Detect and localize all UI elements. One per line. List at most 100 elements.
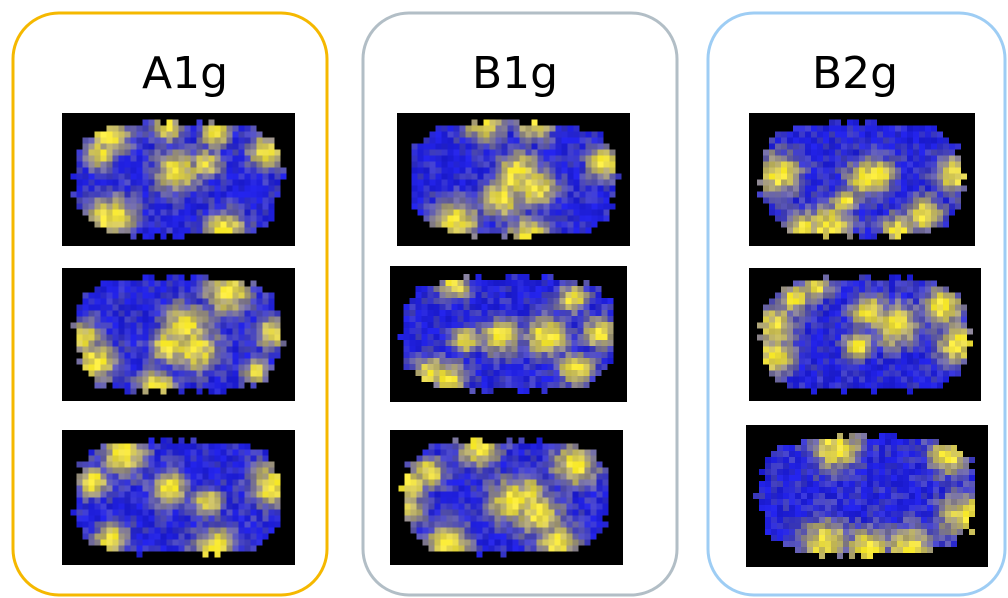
heatmap-cell xyxy=(256,328,263,335)
heatmap-cell xyxy=(578,473,585,480)
panel-title: B2g xyxy=(812,48,898,99)
heatmap-cell xyxy=(148,485,155,492)
heatmap-cell xyxy=(178,455,185,462)
heatmap-cell xyxy=(100,203,107,210)
heatmap-cell xyxy=(883,316,889,323)
heatmap-cell xyxy=(535,346,542,352)
heatmap-cell xyxy=(549,155,556,162)
heatmap-cell xyxy=(118,298,125,305)
heatmap-cell xyxy=(777,487,783,493)
heatmap-cell xyxy=(783,451,789,457)
heatmap-cell xyxy=(435,191,442,198)
heatmap-cell xyxy=(445,334,452,340)
heatmap-cell xyxy=(447,143,454,150)
heatmap-cell xyxy=(196,370,203,377)
heatmap-cell xyxy=(470,449,477,456)
heatmap-cell xyxy=(274,485,281,492)
heatmap-cell xyxy=(429,191,436,198)
heatmap-cell xyxy=(913,364,919,371)
heatmap-cell xyxy=(459,125,466,132)
heatmap-cell xyxy=(883,227,889,234)
heatmap-cell xyxy=(136,316,143,323)
heatmap-cell xyxy=(801,445,807,451)
heatmap-cell xyxy=(861,487,867,493)
heatmap-cell xyxy=(859,203,865,210)
heatmap-cell xyxy=(919,334,925,341)
heatmap-cell xyxy=(525,203,532,210)
heatmap-cell xyxy=(506,509,513,516)
heatmap-cell xyxy=(519,233,526,240)
heatmap-cell xyxy=(855,439,861,445)
heatmap-cell xyxy=(208,173,215,180)
heatmap-cell xyxy=(889,137,895,144)
heatmap-cell xyxy=(823,298,829,305)
heatmap-cell xyxy=(597,167,604,174)
heatmap-cell xyxy=(819,457,825,463)
heatmap-cell xyxy=(901,328,907,335)
heatmap-cell xyxy=(184,358,191,365)
heatmap-cell xyxy=(100,340,107,347)
heatmap-cell xyxy=(214,461,221,468)
heatmap-cell xyxy=(172,370,179,377)
heatmap-cell xyxy=(453,149,460,156)
heatmap-cell xyxy=(943,179,949,186)
heatmap-cell xyxy=(783,487,789,493)
heatmap-cell xyxy=(470,479,477,486)
heatmap-cell xyxy=(471,167,478,174)
heatmap-cell xyxy=(100,473,107,480)
heatmap-cell xyxy=(499,304,506,310)
heatmap-cell xyxy=(555,149,562,156)
heatmap-cell xyxy=(895,197,901,204)
heatmap-cell xyxy=(226,358,233,365)
heatmap-cell xyxy=(124,203,131,210)
heatmap-cell xyxy=(565,346,572,352)
heatmap-cell xyxy=(937,292,943,299)
heatmap-cell xyxy=(232,173,239,180)
heatmap-cell xyxy=(901,352,907,359)
heatmap-cell xyxy=(441,149,448,156)
heatmap-cell xyxy=(172,461,179,468)
heatmap-cell xyxy=(142,388,149,395)
heatmap-cell xyxy=(877,280,883,287)
heatmap-cell xyxy=(949,364,955,371)
heatmap-cell xyxy=(208,388,215,395)
heatmap-cell xyxy=(154,292,161,299)
heatmap-cell xyxy=(196,334,203,341)
heatmap-cell xyxy=(603,179,610,186)
heatmap-cell xyxy=(403,316,410,322)
heatmap-cell xyxy=(238,304,245,311)
heatmap-cell xyxy=(847,382,853,389)
heatmap-cell xyxy=(94,497,101,504)
heatmap-cell xyxy=(268,161,275,168)
heatmap-cell xyxy=(208,209,215,216)
heatmap-cell xyxy=(945,481,951,487)
heatmap-cell xyxy=(244,221,251,228)
heatmap-cell xyxy=(499,364,506,370)
heatmap-cell xyxy=(961,352,967,359)
heatmap-cell xyxy=(142,521,149,528)
heatmap-cell xyxy=(172,334,179,341)
heatmap-cell xyxy=(799,328,805,335)
heatmap-cell xyxy=(931,155,937,162)
heatmap-cell xyxy=(465,167,472,174)
heatmap-cell xyxy=(475,304,482,310)
heatmap-cell xyxy=(489,143,496,150)
heatmap-cell xyxy=(937,316,943,323)
heatmap-cell xyxy=(879,433,885,439)
heatmap-cell xyxy=(190,203,197,210)
heatmap-cell xyxy=(512,455,519,462)
heatmap-cell xyxy=(166,286,173,293)
heatmap-cell xyxy=(873,475,879,481)
heatmap-cell xyxy=(877,352,883,359)
heatmap-cell xyxy=(847,280,853,287)
heatmap-cell xyxy=(889,334,895,341)
heatmap-cell xyxy=(829,316,835,323)
heatmap-cell xyxy=(519,185,526,192)
heatmap-cell xyxy=(465,185,472,192)
heatmap-cell xyxy=(501,197,508,204)
heatmap-cell xyxy=(130,467,137,474)
heatmap-cell xyxy=(166,485,173,492)
heatmap-cell xyxy=(853,209,859,216)
heatmap-cell xyxy=(88,322,95,329)
heatmap-cell xyxy=(853,203,859,210)
